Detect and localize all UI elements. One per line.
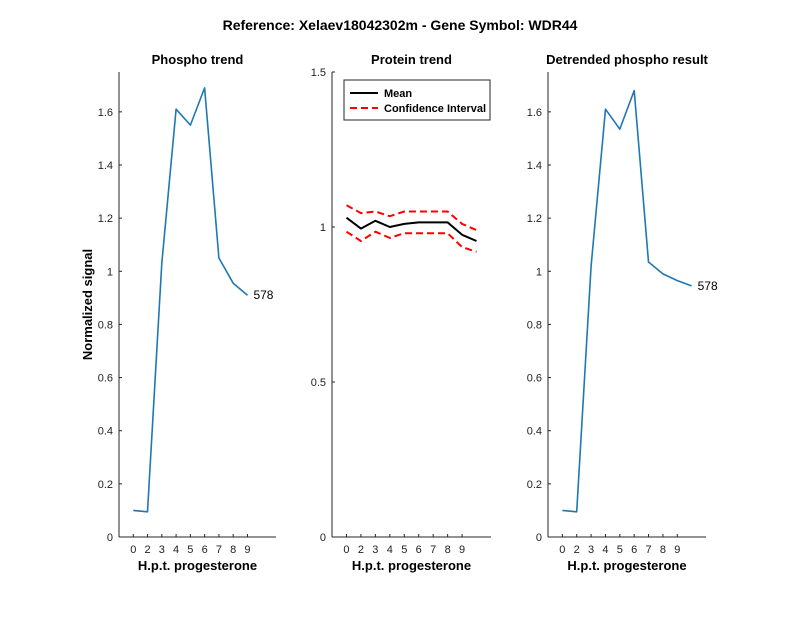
y-tick-label: 1.4 bbox=[98, 160, 113, 172]
x-tick-label: 0 bbox=[559, 544, 565, 556]
y-tick-label: 1 bbox=[536, 266, 542, 278]
y-tick-label: 0.2 bbox=[98, 479, 113, 491]
chart-panel-1: 0 2 3 4 5 6 7 8 900.20.40.60.811.21.41.6Phospho … bbox=[80, 52, 276, 573]
peptide-id-annotation: 578 bbox=[698, 279, 718, 293]
series-line bbox=[133, 87, 249, 513]
chart-title: Protein trend bbox=[371, 52, 452, 67]
confidence-interval-line bbox=[346, 204, 477, 232]
legend-entry-label: Mean bbox=[384, 88, 412, 100]
y-tick-label: 0.6 bbox=[98, 373, 113, 385]
y-tick-label: 0.2 bbox=[527, 479, 542, 491]
x-tick-label: 8 bbox=[660, 544, 666, 556]
y-tick-label: 0.8 bbox=[98, 319, 113, 331]
figure-suptitle: Reference: Xelaev18042302m - Gene Symbol… bbox=[223, 17, 578, 33]
x-tick-label: 2 bbox=[358, 544, 364, 556]
y-tick-label: 0 bbox=[536, 532, 542, 544]
y-tick-label: 1.2 bbox=[527, 213, 542, 225]
x-tick-label: 7 bbox=[645, 544, 651, 556]
y-tick-label: 0 bbox=[107, 532, 113, 544]
y-tick-label: 1 bbox=[107, 266, 113, 278]
y-tick-label: 0.5 bbox=[311, 377, 326, 389]
y-axis-label: Normalized signal bbox=[80, 249, 95, 360]
chart-title: Phospho trend bbox=[152, 52, 244, 67]
x-tick-label: 3 bbox=[159, 544, 165, 556]
x-tick-label: 5 bbox=[401, 544, 407, 556]
x-tick-label: 7 bbox=[430, 544, 436, 556]
peptide-id-annotation: 578 bbox=[253, 288, 273, 302]
x-tick-label: 0 bbox=[130, 544, 136, 556]
x-tick-label: 9 bbox=[674, 544, 680, 556]
y-tick-label: 1 bbox=[320, 222, 326, 234]
x-tick-label: 8 bbox=[230, 544, 236, 556]
y-tick-label: 1.4 bbox=[527, 160, 542, 172]
y-tick-label: 0.4 bbox=[527, 426, 542, 438]
y-tick-label: 1.6 bbox=[527, 107, 542, 119]
x-tick-label: 9 bbox=[459, 544, 465, 556]
x-tick-label: 5 bbox=[617, 544, 623, 556]
y-tick-label: 0.4 bbox=[98, 426, 113, 438]
chart-title: Detrended phospho result bbox=[546, 52, 708, 67]
x-axis-label: H.p.t. progesterone bbox=[138, 558, 257, 573]
y-tick-label: 1.2 bbox=[98, 213, 113, 225]
y-tick-label: 0.8 bbox=[527, 319, 542, 331]
y-tick-label: 0 bbox=[320, 532, 326, 544]
x-tick-label: 5 bbox=[187, 544, 193, 556]
confidence-interval-line bbox=[345, 230, 477, 253]
x-tick-label: 6 bbox=[631, 544, 637, 556]
x-axis-label: H.p.t. progesterone bbox=[352, 558, 471, 573]
x-tick-label: 2 bbox=[574, 544, 580, 556]
series-line bbox=[562, 89, 692, 513]
y-tick-label: 0.6 bbox=[527, 373, 542, 385]
mean-line bbox=[345, 216, 477, 242]
y-tick-label: 1.5 bbox=[311, 67, 326, 79]
y-tick-label: 1.6 bbox=[98, 107, 113, 119]
x-axis-label: H.p.t. progesterone bbox=[567, 558, 686, 573]
x-tick-label: 0 bbox=[343, 544, 349, 556]
x-tick-label: 2 bbox=[144, 544, 150, 556]
x-tick-label: 3 bbox=[372, 544, 378, 556]
x-tick-label: 7 bbox=[216, 544, 222, 556]
x-tick-label: 9 bbox=[244, 544, 250, 556]
x-tick-label: 3 bbox=[588, 544, 594, 556]
chart-panel-3: 0 2 3 4 5 6 7 8 900.20.40.60.811.21.41.6Detrende… bbox=[527, 52, 718, 573]
x-tick-label: 6 bbox=[202, 544, 208, 556]
legend-entry-label: Confidence Interval bbox=[384, 103, 486, 115]
legend: Mean Confidence Interval bbox=[343, 79, 491, 121]
x-tick-label: 6 bbox=[416, 544, 422, 556]
x-tick-label: 4 bbox=[602, 544, 608, 556]
legend-box bbox=[343, 79, 491, 121]
x-tick-label: 4 bbox=[387, 544, 393, 556]
x-tick-label: 4 bbox=[173, 544, 179, 556]
x-tick-label: 8 bbox=[445, 544, 451, 556]
